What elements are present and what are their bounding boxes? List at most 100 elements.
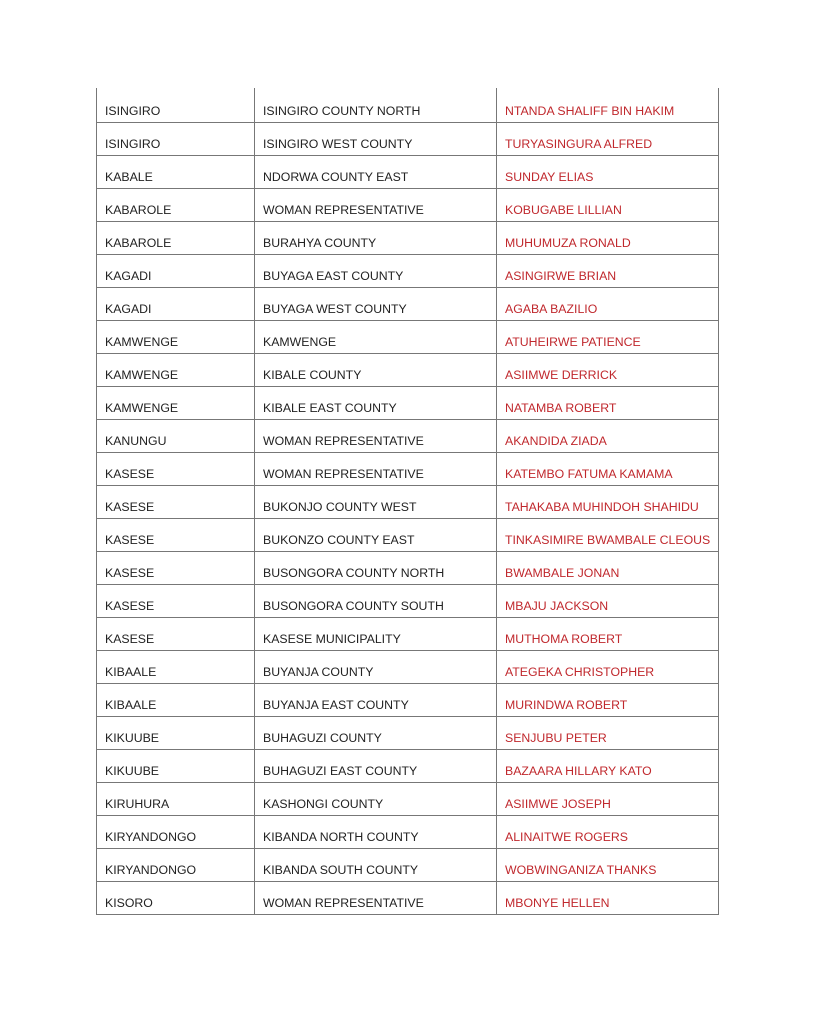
constituency-cell: KIBALE EAST COUNTY: [254, 385, 497, 420]
candidate-name-cell: TAHAKABA MUHINDOH SHAHIDU: [496, 484, 719, 519]
table-row: KASESE BUSONGORA COUNTY SOUTH MBAJU JACKSO…: [96, 583, 719, 618]
constituency-cell: BUYAGA EAST COUNTY: [254, 253, 497, 288]
district-cell: ISINGIRO: [96, 88, 255, 123]
candidate-name-cell: ALINAITWE ROGERS: [496, 814, 719, 849]
candidate-name-cell: MUTHOMA ROBERT: [496, 616, 719, 651]
table-row: KASESE BUKONJO COUNTY WEST TAHAKABA MUHIND…: [96, 484, 719, 519]
table-row: KAMWENGE KIBALE COUNTY ASIIMWE DERRICK: [96, 352, 719, 387]
constituency-cell: KAMWENGE: [254, 319, 497, 354]
district-cell: KIRYANDONGO: [96, 814, 255, 849]
candidate-name-cell: TURYASINGURA ALFRED: [496, 121, 719, 156]
constituency-cell: WOMAN REPRESENTATIVE: [254, 187, 497, 222]
candidate-name-cell: ASIIMWE DERRICK: [496, 352, 719, 387]
district-cell: KIBAALE: [96, 649, 255, 684]
table-row: ISINGIRO ISINGIRO WEST COUNTY TURYASINGURA…: [96, 121, 719, 156]
candidate-name-cell: MBONYE HELLEN: [496, 880, 719, 915]
candidate-name-cell: MURINDWA ROBERT: [496, 682, 719, 717]
table-row: KAGADI BUYAGA WEST COUNTY AGABA BAZILIO: [96, 286, 719, 321]
candidate-name-cell: MBAJU JACKSON: [496, 583, 719, 618]
district-cell: ISINGIRO: [96, 121, 255, 156]
district-cell: KASESE: [96, 451, 255, 486]
district-cell: KAGADI: [96, 286, 255, 321]
district-cell: KASESE: [96, 550, 255, 585]
table-row: KAMWENGE KAMWENGE ATUHEIRWE PATIENCE: [96, 319, 719, 354]
table-row: KIBAALE BUYANJA COUNTY ATEGEKA CHRISTOPHER: [96, 649, 719, 684]
district-cell: KIBAALE: [96, 682, 255, 717]
table-row: KANUNGU WOMAN REPRESENTATIVE AKANDIDA ZIAD…: [96, 418, 719, 453]
table-row: KAMWENGE KIBALE EAST COUNTY NATAMBA ROBERT: [96, 385, 719, 420]
district-cell: KIKUUBE: [96, 748, 255, 783]
district-cell: KABAROLE: [96, 187, 255, 222]
constituency-cell: BUHAGUZI EAST COUNTY: [254, 748, 497, 783]
results-table: ISINGIRO ISINGIRO COUNTY NORTH NTANDA SHAL…: [96, 88, 719, 915]
constituency-cell: WOMAN REPRESENTATIVE: [254, 451, 497, 486]
candidate-name-cell: SENJUBU PETER: [496, 715, 719, 750]
table-row: KIKUUBE BUHAGUZI EAST COUNTY BAZAARA HILLA…: [96, 748, 719, 783]
constituency-cell: NDORWA COUNTY EAST: [254, 154, 497, 189]
constituency-cell: KASESE MUNICIPALITY: [254, 616, 497, 651]
constituency-cell: KIBANDA SOUTH COUNTY: [254, 847, 497, 882]
candidate-name-cell: NTANDA SHALIFF BIN HAKIM: [496, 88, 719, 123]
candidate-name-cell: WOBWINGANIZA THANKS: [496, 847, 719, 882]
constituency-cell: BUYAGA WEST COUNTY: [254, 286, 497, 321]
district-cell: KABAROLE: [96, 220, 255, 255]
table-row: KABAROLE BURAHYA COUNTY MUHUMUZA RONALD: [96, 220, 719, 255]
constituency-cell: BUKONZO COUNTY EAST: [254, 517, 497, 552]
candidate-name-cell: BWAMBALE JONAN: [496, 550, 719, 585]
table-row: KIKUUBE BUHAGUZI COUNTY SENJUBU PETER: [96, 715, 719, 750]
candidate-name-cell: KATEMBO FATUMA KAMAMA: [496, 451, 719, 486]
table-row: KISORO WOMAN REPRESENTATIVE MBONYE HELLEN: [96, 880, 719, 915]
district-cell: KAMWENGE: [96, 385, 255, 420]
table-row: KIRUHURA KASHONGI COUNTY ASIIMWE JOSEPH: [96, 781, 719, 816]
candidate-name-cell: ATUHEIRWE PATIENCE: [496, 319, 719, 354]
constituency-cell: BUSONGORA COUNTY NORTH: [254, 550, 497, 585]
constituency-cell: BUYANJA COUNTY: [254, 649, 497, 684]
candidate-name-cell: BAZAARA HILLARY KATO: [496, 748, 719, 783]
district-cell: KABALE: [96, 154, 255, 189]
candidate-name-cell: KOBUGABE LILLIAN: [496, 187, 719, 222]
candidate-name-cell: AKANDIDA ZIADA: [496, 418, 719, 453]
candidate-name-cell: SUNDAY ELIAS: [496, 154, 719, 189]
constituency-cell: ISINGIRO WEST COUNTY: [254, 121, 497, 156]
constituency-cell: WOMAN REPRESENTATIVE: [254, 880, 497, 915]
table-row: ISINGIRO ISINGIRO COUNTY NORTH NTANDA SHAL…: [96, 88, 719, 123]
district-cell: KASESE: [96, 583, 255, 618]
constituency-cell: BUHAGUZI COUNTY: [254, 715, 497, 750]
constituency-cell: BURAHYA COUNTY: [254, 220, 497, 255]
candidate-name-cell: ASIIMWE JOSEPH: [496, 781, 719, 816]
table-row: KIBAALE BUYANJA EAST COUNTY MURINDWA ROBER…: [96, 682, 719, 717]
table-row: KIRYANDONGO KIBANDA NORTH COUNTY ALINAITWE…: [96, 814, 719, 849]
candidate-name-cell: ASINGIRWE BRIAN: [496, 253, 719, 288]
candidate-name-cell: NATAMBA ROBERT: [496, 385, 719, 420]
table-row: KASESE BUKONZO COUNTY EAST TINKASIMIRE BWA…: [96, 517, 719, 552]
candidate-name-cell: AGABA BAZILIO: [496, 286, 719, 321]
district-cell: KAMWENGE: [96, 319, 255, 354]
district-cell: KIKUUBE: [96, 715, 255, 750]
district-cell: KASESE: [96, 616, 255, 651]
district-cell: KAMWENGE: [96, 352, 255, 387]
constituency-cell: KIBALE COUNTY: [254, 352, 497, 387]
table-row: KABALE NDORWA COUNTY EAST SUNDAY ELIAS: [96, 154, 719, 189]
district-cell: KIRYANDONGO: [96, 847, 255, 882]
constituency-cell: BUYANJA EAST COUNTY: [254, 682, 497, 717]
candidate-name-cell: MUHUMUZA RONALD: [496, 220, 719, 255]
constituency-cell: BUKONJO COUNTY WEST: [254, 484, 497, 519]
constituency-cell: KIBANDA NORTH COUNTY: [254, 814, 497, 849]
table-row: KIRYANDONGO KIBANDA SOUTH COUNTY WOBWINGAN…: [96, 847, 719, 882]
table-row: KASESE KASESE MUNICIPALITY MUTHOMA ROBERT: [96, 616, 719, 651]
table-row: KABAROLE WOMAN REPRESENTATIVE KOBUGABE LIL…: [96, 187, 719, 222]
constituency-cell: BUSONGORA COUNTY SOUTH: [254, 583, 497, 618]
district-cell: KAGADI: [96, 253, 255, 288]
district-cell: KANUNGU: [96, 418, 255, 453]
district-cell: KASESE: [96, 484, 255, 519]
table-row: KAGADI BUYAGA EAST COUNTY ASINGIRWE BRIAN: [96, 253, 719, 288]
candidate-name-cell: TINKASIMIRE BWAMBALE CLEOUS: [496, 517, 719, 552]
candidate-name-cell: ATEGEKA CHRISTOPHER: [496, 649, 719, 684]
district-cell: KIRUHURA: [96, 781, 255, 816]
constituency-cell: KASHONGI COUNTY: [254, 781, 497, 816]
constituency-cell: ISINGIRO COUNTY NORTH: [254, 88, 497, 123]
district-cell: KISORO: [96, 880, 255, 915]
table-row: KASESE WOMAN REPRESENTATIVE KATEMBO FATUMA…: [96, 451, 719, 486]
constituency-cell: WOMAN REPRESENTATIVE: [254, 418, 497, 453]
table-row: KASESE BUSONGORA COUNTY NORTH BWAMBALE JON…: [96, 550, 719, 585]
